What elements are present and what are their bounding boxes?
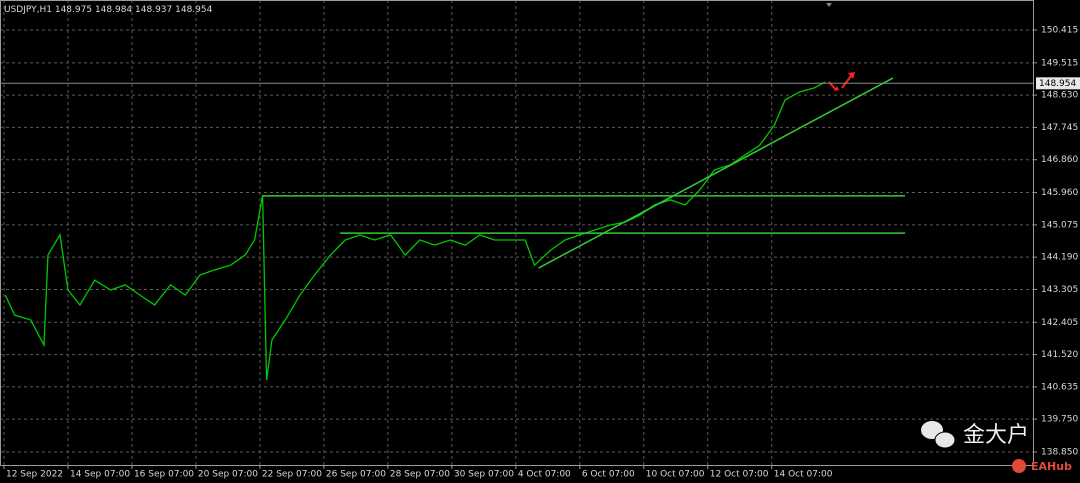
- x-tick-label: 12 Oct 07:00: [710, 470, 769, 480]
- last-price-label: 148.954: [1039, 79, 1076, 89]
- x-tick-label: 4 Oct 07:00: [518, 470, 571, 480]
- y-tick-label: 149.515: [1041, 58, 1078, 68]
- y-tick-label: 141.520: [1041, 350, 1078, 360]
- close: 148.954: [175, 5, 212, 15]
- y-tick-label: 142.405: [1041, 318, 1078, 328]
- x-tick-label: 14 Sep 07:00: [70, 470, 130, 480]
- x-tick-label: 22 Sep 07:00: [262, 470, 322, 480]
- logo-text: EAHub: [1031, 460, 1072, 473]
- last-price-box: [1036, 77, 1080, 90]
- y-tick-label: 145.075: [1041, 220, 1078, 230]
- symbol: USDJPY,H1: [4, 5, 52, 15]
- grid: [0, 0, 1033, 465]
- y-tick-label: 144.190: [1041, 253, 1078, 263]
- y-tick-label: 146.860: [1041, 155, 1078, 165]
- watermark: 金大户 EAHub: [921, 421, 1072, 473]
- arrow-head: [848, 72, 855, 79]
- x-tick-label: 10 Oct 07:00: [646, 470, 705, 480]
- x-tick-label: 12 Sep 2022: [6, 470, 63, 480]
- shift-marker: [826, 3, 832, 7]
- open: 148.975: [55, 5, 92, 15]
- y-tick-label: 143.305: [1041, 285, 1078, 295]
- drawn-line: [538, 77, 894, 269]
- y-tick-label: 145.960: [1041, 188, 1078, 198]
- low: 148.937: [135, 5, 172, 15]
- x-tick-label: 14 Oct 07:00: [774, 470, 833, 480]
- price-line: [4, 81, 826, 381]
- y-tick-label: 148.630: [1041, 91, 1078, 101]
- y-tick-label: 147.745: [1041, 123, 1078, 133]
- y-tick-label: 150.415: [1041, 25, 1078, 35]
- high: 148.984: [95, 5, 132, 15]
- y-tick-label: 138.850: [1041, 448, 1078, 458]
- arrow-head: [834, 86, 839, 91]
- x-tick-label: 16 Sep 07:00: [134, 470, 194, 480]
- y-tick-label: 139.750: [1041, 415, 1078, 425]
- chart-header: USDJPY,H1 148.975 148.984 148.937 148.95…: [4, 5, 213, 15]
- x-tick-label: 28 Sep 07:00: [390, 470, 450, 480]
- watermark-text: 金大户: [963, 423, 1029, 448]
- x-tick-label: 20 Sep 07:00: [198, 470, 258, 480]
- x-tick-label: 30 Sep 07:00: [454, 470, 514, 480]
- x-tick-label: 6 Oct 07:00: [582, 470, 635, 480]
- logo-icon: [1012, 459, 1026, 473]
- plot-frame: [0, 0, 1034, 466]
- wechat-icon: [934, 431, 956, 449]
- arrow-up: [841, 75, 852, 89]
- x-tick-label: 26 Sep 07:00: [326, 470, 386, 480]
- y-tick-label: 140.635: [1041, 382, 1078, 392]
